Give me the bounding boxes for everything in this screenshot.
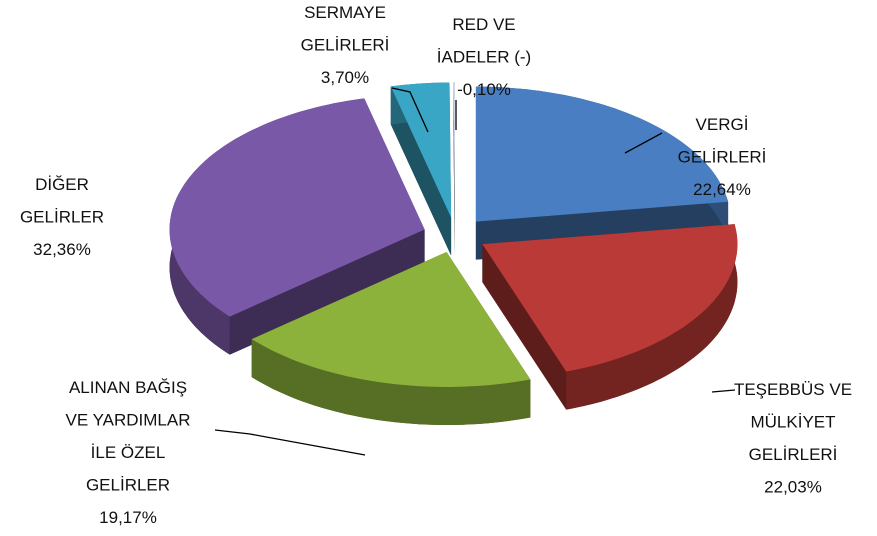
slice bbox=[390, 82, 452, 218]
category-label: SERMAYE bbox=[304, 3, 386, 22]
value-label: 19,17% bbox=[99, 508, 157, 527]
slice bbox=[482, 224, 738, 372]
slice-side bbox=[390, 86, 452, 256]
category-label: GELİRLERİ bbox=[678, 148, 767, 167]
category-label: MÜLKİYET bbox=[750, 413, 835, 432]
value-label: 32,36% bbox=[33, 240, 91, 259]
category-label: VE YARDIMLAR bbox=[65, 411, 190, 430]
slice-edge bbox=[251, 339, 531, 425]
category-label: GELİRLERİ bbox=[749, 445, 838, 464]
slice-edge bbox=[566, 224, 738, 410]
slice bbox=[475, 86, 729, 222]
slice bbox=[453, 82, 455, 218]
category-label: TEŞEBBÜS VE bbox=[734, 380, 852, 399]
value-label: -0,10% bbox=[457, 80, 511, 99]
value-label: 3,70% bbox=[321, 68, 369, 87]
category-label: RED VE bbox=[452, 15, 515, 34]
leader-line bbox=[711, 389, 736, 393]
labels: VERGİ GELİRLERİ 22,64% TEŞEBBÜS VE MÜLKİYET G… bbox=[20, 3, 852, 527]
leader-line bbox=[624, 132, 663, 154]
value-label: 22,03% bbox=[764, 478, 822, 497]
slice-side bbox=[482, 244, 567, 410]
category-label: ALINAN BAĞIŞ bbox=[69, 378, 187, 397]
slice bbox=[251, 251, 531, 387]
slice-side bbox=[229, 229, 425, 355]
leader-lines bbox=[214, 87, 736, 456]
category-label: GELİRLER bbox=[20, 208, 104, 227]
slice bbox=[169, 98, 425, 317]
category-label: DİĞER bbox=[35, 175, 89, 194]
category-label: İADELER (-) bbox=[437, 48, 531, 67]
slice-side bbox=[453, 82, 455, 256]
category-label: İLE ÖZEL bbox=[91, 443, 166, 462]
slices bbox=[169, 82, 738, 425]
category-label: GELİRLER bbox=[86, 476, 170, 495]
category-label: GELİRLERİ bbox=[301, 36, 390, 55]
leader-line bbox=[391, 87, 429, 133]
value-label: 22,64% bbox=[693, 180, 751, 199]
category-label: VERGİ bbox=[696, 115, 749, 134]
leader-line bbox=[214, 429, 366, 456]
